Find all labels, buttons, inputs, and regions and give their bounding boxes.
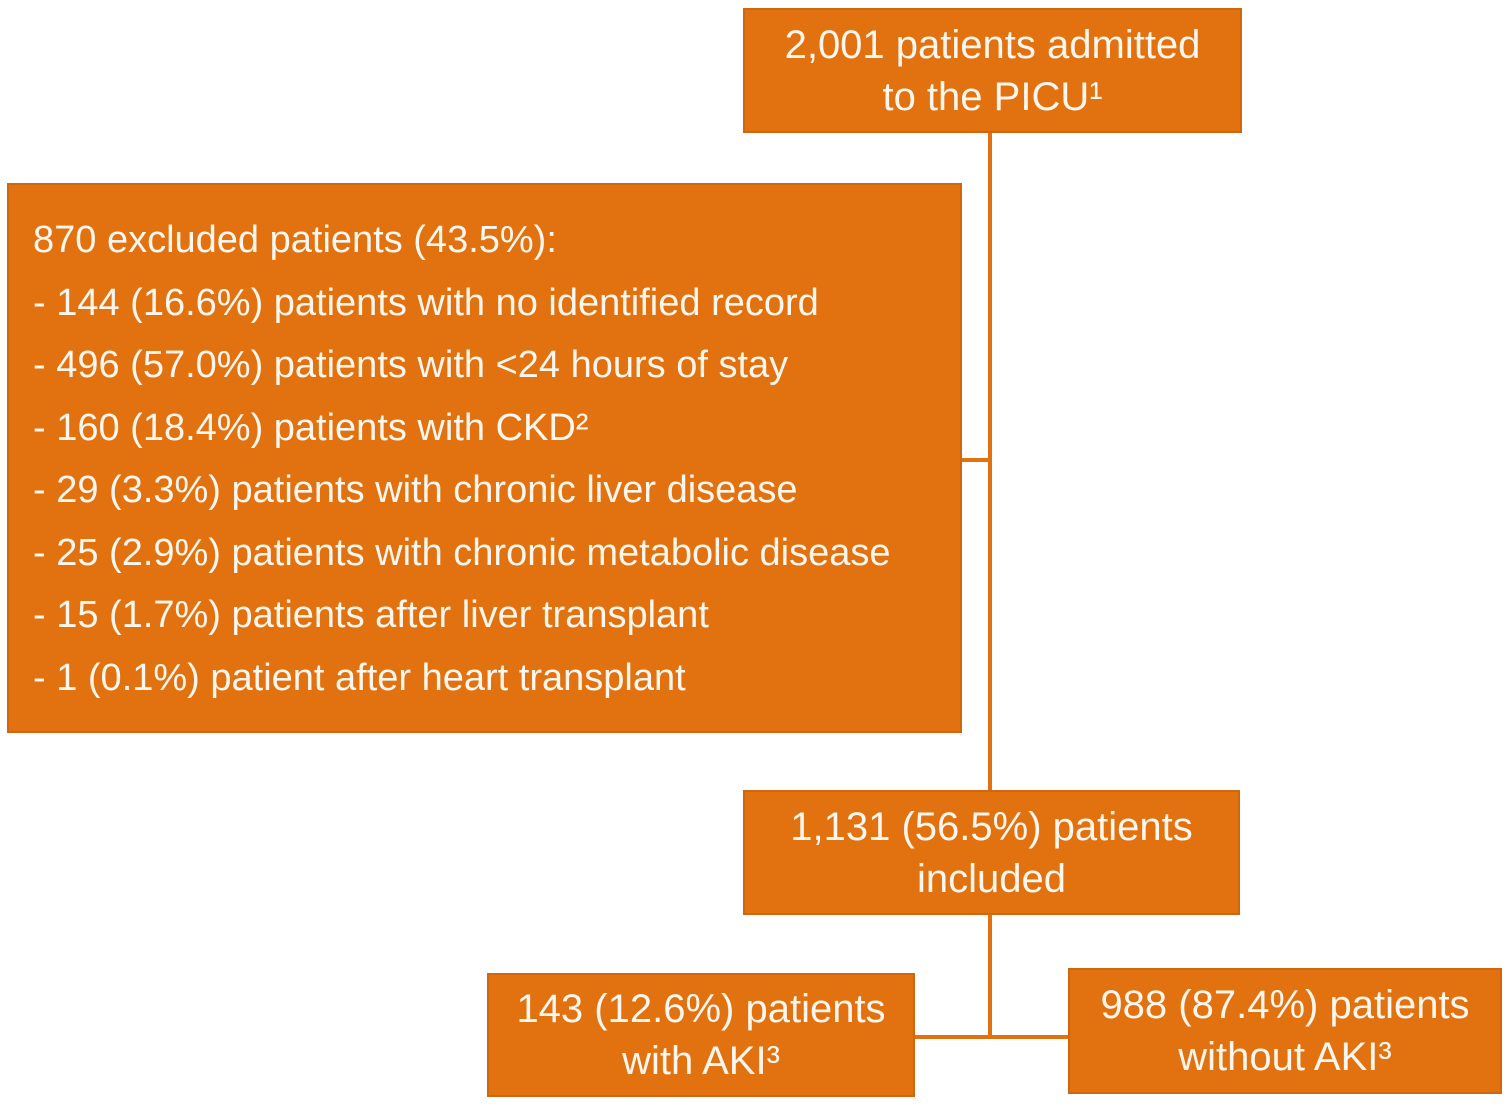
aki-patients-line2: with AKI³ bbox=[622, 1039, 780, 1083]
included-patients-line2: included bbox=[916, 856, 1066, 901]
no-aki-patients-box: 988 (87.4%) patients without AKI³ bbox=[1068, 968, 1502, 1094]
excluded-item-heart-transplant: - 1 (0.1%) patient after heart transplan… bbox=[33, 656, 686, 699]
admitted-patients-line2: to the PICU¹ bbox=[882, 74, 1103, 119]
aki-patients-line1: 143 (12.6%) patients bbox=[516, 987, 886, 1031]
excluded-patients-box: 870 excluded patients (43.5%): - 144 (16… bbox=[7, 183, 962, 733]
no-aki-patients-line2: without AKI³ bbox=[1178, 1035, 1392, 1079]
excluded-item-metabolic-disease: - 25 (2.9%) patients with chronic metabo… bbox=[33, 531, 891, 574]
excluded-item-ckd: - 160 (18.4%) patients with CKD² bbox=[33, 406, 589, 449]
excluded-item-no-record: - 144 (16.6%) patients with no identifie… bbox=[33, 281, 819, 324]
excluded-item-short-stay: - 496 (57.0%) patients with <24 hours of… bbox=[33, 344, 789, 386]
connector-top-to-included bbox=[988, 133, 992, 790]
aki-patients-box: 143 (12.6%) patients with AKI³ bbox=[487, 973, 915, 1097]
excluded-item-liver-transplant: - 15 (1.7%) patients after liver transpl… bbox=[33, 594, 709, 636]
excluded-item-liver-disease: - 29 (3.3%) patients with chronic liver … bbox=[33, 469, 798, 511]
excluded-patients-title: 870 excluded patients (43.5%): bbox=[33, 219, 557, 261]
excluded-patients-content: 870 excluded patients (43.5%): - 144 (16… bbox=[9, 185, 960, 709]
connector-aki-split bbox=[915, 1035, 1068, 1039]
connector-excluded-stub bbox=[962, 458, 988, 462]
admitted-patients-line1: 2,001 patients admitted bbox=[784, 22, 1201, 67]
admitted-patients-box: 2,001 patients admitted to the PICU¹ bbox=[743, 8, 1242, 133]
included-patients-line1: 1,131 (56.5%) patients bbox=[790, 804, 1193, 849]
included-patients-box: 1,131 (56.5%) patients included bbox=[743, 790, 1240, 915]
no-aki-patients-line1: 988 (87.4%) patients bbox=[1100, 983, 1470, 1027]
connector-included-to-split bbox=[988, 915, 992, 1039]
